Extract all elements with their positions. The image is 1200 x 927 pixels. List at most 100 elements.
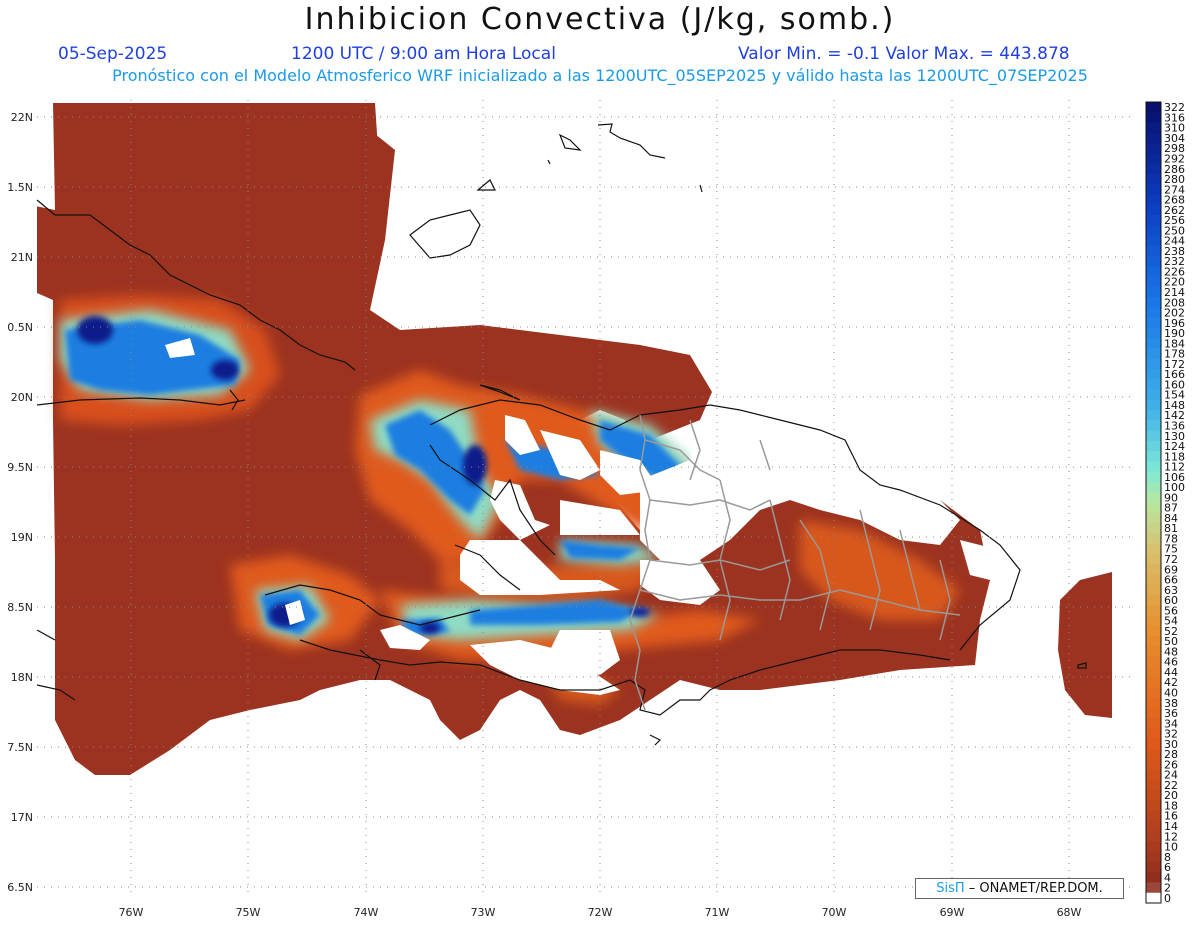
colorbar-swatch [1146,543,1161,555]
lon-label: 76W [119,906,144,919]
colorbar-label: 166 [1164,368,1185,381]
colorbar-label: 322 [1164,101,1185,114]
colorbar-swatch [1146,820,1161,832]
colorbar-label: 220 [1164,276,1185,289]
colorbar-swatch [1146,800,1161,812]
lat-label: 17N [11,811,33,824]
lon-label: 68W [1057,906,1082,919]
colorbar-swatch [1146,297,1161,308]
colorbar-label: 232 [1164,255,1185,268]
forecast-description: Pronóstico con el Modelo Atmosferico WRF… [112,66,1088,85]
colorbar-swatch [1146,132,1161,144]
province-boundaries [629,414,961,711]
colorbar-swatch [1146,697,1161,709]
colorbar-label: 90 [1164,491,1178,504]
lon-label: 72W [588,906,613,919]
colorbar-label: 118 [1164,450,1185,463]
colorbar-label: 136 [1164,419,1185,432]
colorbar-label: 6 [1164,861,1171,874]
colorbar-label: 32 [1164,728,1178,741]
colorbar-swatch [1146,687,1161,699]
colorbar-label: 36 [1164,707,1178,720]
colorbar-label: 286 [1164,163,1185,176]
colorbar-label: 8 [1164,851,1171,864]
colorbar-swatch [1146,502,1161,514]
colorbar-swatch [1146,533,1161,545]
colorbar-swatch [1146,440,1161,452]
colorbar-label: 142 [1164,409,1185,422]
colorbar-swatch [1146,861,1161,873]
colorbar-label: 124 [1164,440,1185,453]
colorbar-label: 208 [1164,296,1185,309]
colorbar-swatch [1146,430,1161,442]
lon-label: 73W [471,906,496,919]
lat-label: 1.5N [7,181,33,194]
colorbar-swatch [1146,636,1161,647]
colorbar-label: 244 [1164,235,1185,248]
colorbar-label: 0 [1164,892,1171,905]
latitude-labels: 22N 1.5N 21N 0.5N 20N 9.5N 19N 8.5N 18N … [7,111,33,894]
colorbar-label: 4 [1164,871,1171,884]
colorbar-label: 69 [1164,563,1178,576]
colorbar-swatch [1146,122,1161,134]
colorbar-label: 38 [1164,697,1178,710]
colorbar-swatch [1146,481,1161,493]
colorbar-swatch [1146,307,1161,319]
colorbar-label: 310 [1164,122,1185,135]
colorbar-label: 56 [1164,604,1178,617]
colorbar-label: 100 [1164,481,1185,494]
colorbar-swatch [1146,451,1161,462]
graticule [37,100,1135,898]
colorbar-swatch [1146,574,1161,586]
colorbar-label: 72 [1164,553,1178,566]
colorbar-label: 78 [1164,532,1178,545]
lon-label: 70W [822,906,847,919]
colorbar-swatch [1146,779,1161,791]
colorbar-swatch [1146,461,1161,473]
lat-label: 21N [11,251,33,264]
colorbar-swatch [1146,523,1161,534]
colorbar-label: 52 [1164,625,1178,638]
colorbar-swatch [1146,512,1161,524]
colorbar-swatch [1146,892,1161,904]
colorbar-swatch [1146,471,1161,483]
forecast-time: 1200 UTC / 9:00 am Hora Local [291,44,556,64]
colorbar-label: 106 [1164,471,1185,484]
colorbar-label: 22 [1164,779,1178,792]
colorbar-swatch [1146,245,1161,257]
colorbar-swatch [1146,276,1161,288]
colorbar-label: 292 [1164,152,1185,165]
colorbar-swatch [1146,718,1161,729]
colorbar-swatch [1146,738,1161,750]
colorbar-swatch [1146,615,1161,627]
colorbar-swatch [1146,389,1161,401]
colorbar-swatch [1146,399,1161,411]
colorbar-label: 18 [1164,799,1178,812]
colorbar-swatch [1146,102,1161,113]
colorbar-swatch [1146,173,1161,185]
colorbar-label: 280 [1164,173,1185,186]
colorbar-label: 28 [1164,748,1178,761]
colorbar-label: 16 [1164,810,1178,823]
colorbar-swatch [1146,286,1161,298]
colorbar-label: 63 [1164,584,1178,597]
forecast-date: 05-Sep-2025 [58,44,168,64]
lon-label: 69W [940,906,965,919]
credit-box: SisΠ – ONAMET/REP.DOM. [915,878,1124,899]
colorbar-swatch [1146,748,1161,760]
colorbar-label: 238 [1164,245,1185,258]
colorbar-label: 262 [1164,204,1185,217]
colorbar-label: 130 [1164,430,1185,443]
colorbar-label: 20 [1164,789,1178,802]
cin-region-east [1058,572,1112,718]
lon-label: 74W [354,906,379,919]
map-title: Inhibicion Convectiva (J/kg, somb.) [304,2,896,37]
longitude-labels: 76W 75W 74W 73W 72W 71W 70W 69W 68W [119,906,1082,919]
colorbar-swatch [1146,184,1161,195]
colorbar-swatch [1146,851,1161,863]
colorbar-swatch [1146,769,1161,781]
colorbar-label: 14 [1164,820,1178,833]
colorbar-swatch [1146,810,1161,822]
colorbar-swatch [1146,214,1161,226]
